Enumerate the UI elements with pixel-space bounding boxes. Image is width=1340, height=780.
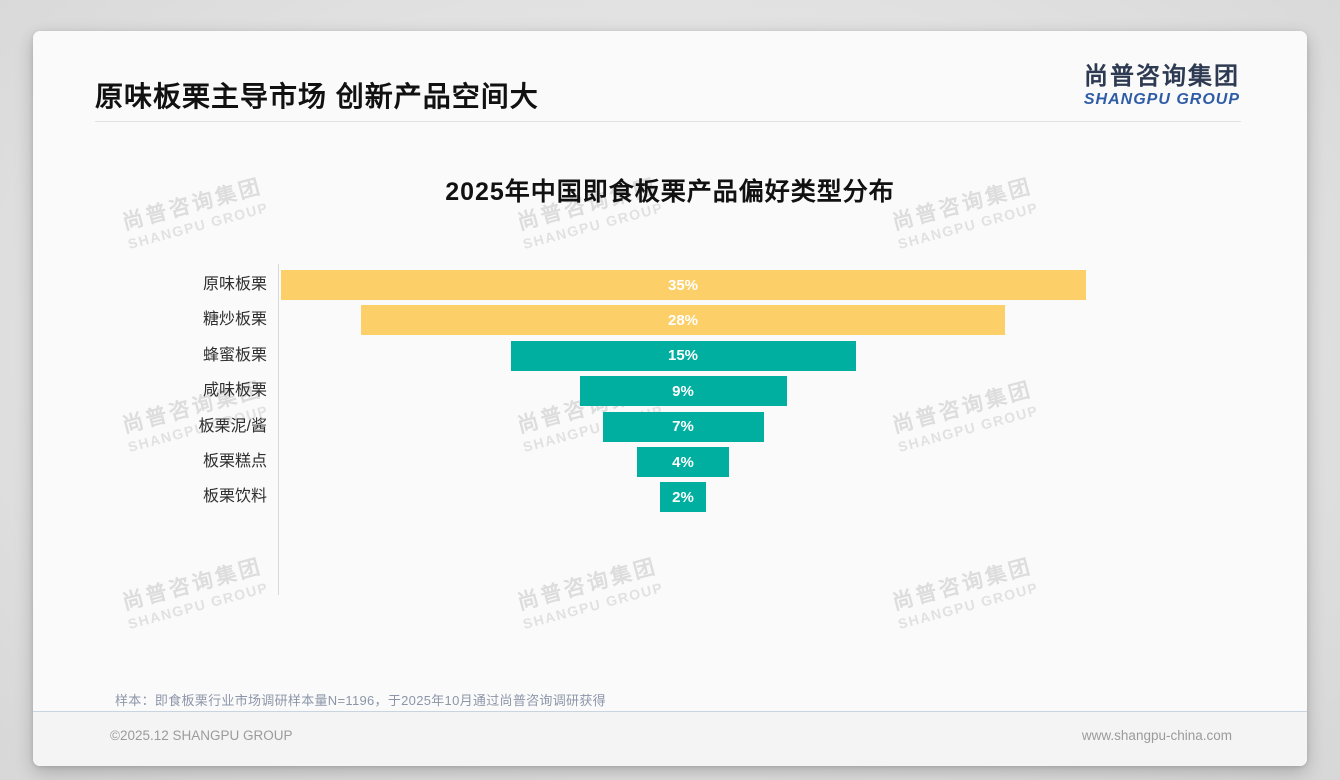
watermark-english-text: SHANGPU GROUP bbox=[521, 579, 666, 633]
chart-axis-line bbox=[278, 264, 279, 595]
category-label: 板栗饮料 bbox=[202, 488, 267, 506]
chart-title: 2025年中国即食板栗产品偏好类型分布 bbox=[445, 178, 895, 206]
bar-row: 咸味板栗 9% bbox=[33, 376, 1307, 411]
bar: 2% bbox=[660, 482, 706, 513]
bar: 9% bbox=[579, 376, 787, 407]
slide-card: 原味板栗主导市场 创新产品空间大 尚普咨询集团 SHANGPU GROUP 尚普… bbox=[33, 31, 1307, 766]
bar: 7% bbox=[602, 411, 764, 442]
category-label: 板栗糕点 bbox=[202, 453, 267, 470]
category-label: 咸味板栗 bbox=[202, 382, 267, 400]
logo-english-text: SHANGPU GROUP bbox=[1083, 90, 1240, 108]
logo-chinese-text: 尚普咨询集团 bbox=[1084, 63, 1240, 90]
company-logo: 尚普咨询集团 SHANGPU GROUP bbox=[1084, 63, 1240, 109]
category-label: 蜂蜜板栗 bbox=[202, 346, 267, 364]
bar-row: 板栗泥/酱 7% bbox=[33, 411, 1307, 447]
bar-row: 板栗糕点 4% bbox=[33, 447, 1307, 482]
watermark-english-text: SHANGPU GROUP bbox=[896, 579, 1041, 633]
watermark: 尚普咨询集团 SHANGPU GROUP bbox=[863, 547, 1068, 641]
header-divider bbox=[95, 121, 1241, 122]
watermark: 尚普咨询集团 SHANGPU GROUP bbox=[93, 547, 298, 641]
bar: 28% bbox=[361, 305, 1005, 336]
bar: 35% bbox=[280, 270, 1086, 300]
copyright-text: ©2025.12 SHANGPU GROUP bbox=[110, 728, 293, 743]
bar-value-label: 15% bbox=[667, 347, 699, 365]
bar-row: 原味板栗 35% bbox=[33, 270, 1307, 305]
bar-value-label: 2% bbox=[672, 488, 694, 506]
website-text: www.shangpu-china.com bbox=[1081, 728, 1232, 743]
category-label: 原味板栗 bbox=[202, 276, 267, 293]
bar-row: 糖炒板栗 28% bbox=[33, 305, 1307, 340]
category-label: 糖炒板栗 bbox=[202, 311, 267, 329]
category-label: 板栗泥/酱 bbox=[198, 417, 267, 435]
watermark-english-text: SHANGPU GROUP bbox=[126, 579, 271, 633]
bar: 15% bbox=[510, 340, 856, 371]
sample-footnote: 样本：即食板栗行业市场调研样本量N=1196，于2025年10月通过尚普咨询调研… bbox=[115, 693, 606, 708]
watermark-chinese-text: 尚普咨询集团 bbox=[515, 555, 661, 615]
bar-plot: 原味板栗 35% 糖炒板栗 28% 蜂蜜板栗 15% 咸味板栗 9% 板栗泥/酱 7% 板栗糕点 4%… bbox=[33, 270, 1307, 520]
bar-row: 板栗饮料 2% bbox=[33, 482, 1307, 517]
bar-value-label: 28% bbox=[667, 311, 699, 329]
bar-row: 蜂蜜板栗 15% bbox=[33, 340, 1307, 376]
bar-value-label: 7% bbox=[672, 418, 694, 436]
footer-strip: ©2025.12 SHANGPU GROUP www.shangpu-china… bbox=[33, 711, 1307, 766]
bar-value-label: 35% bbox=[667, 276, 699, 294]
bar-value-label: 9% bbox=[672, 382, 694, 400]
bar: 4% bbox=[637, 447, 729, 477]
watermark: 尚普咨询集团 SHANGPU GROUP bbox=[488, 547, 693, 641]
watermark-chinese-text: 尚普咨询集团 bbox=[120, 555, 266, 615]
bar-value-label: 4% bbox=[672, 453, 694, 471]
watermark-chinese-text: 尚普咨询集团 bbox=[890, 555, 1036, 615]
page-title: 原味板栗主导市场 创新产品空间大 bbox=[95, 81, 539, 112]
